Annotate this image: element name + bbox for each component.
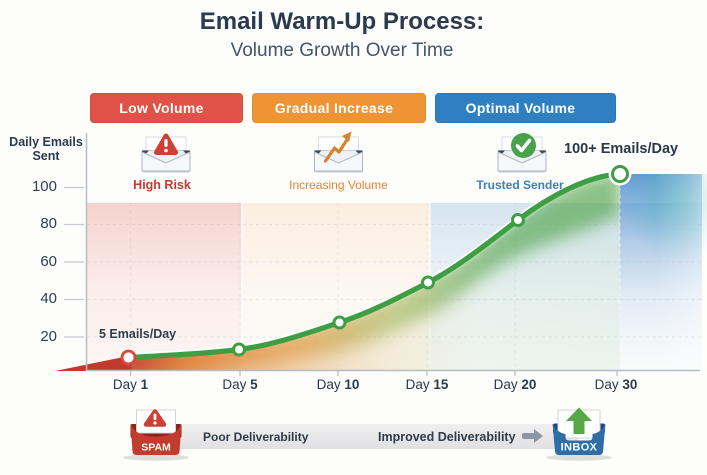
svg-text:SPAM: SPAM [141,442,171,454]
svg-text:INBOX: INBOX [561,442,598,454]
